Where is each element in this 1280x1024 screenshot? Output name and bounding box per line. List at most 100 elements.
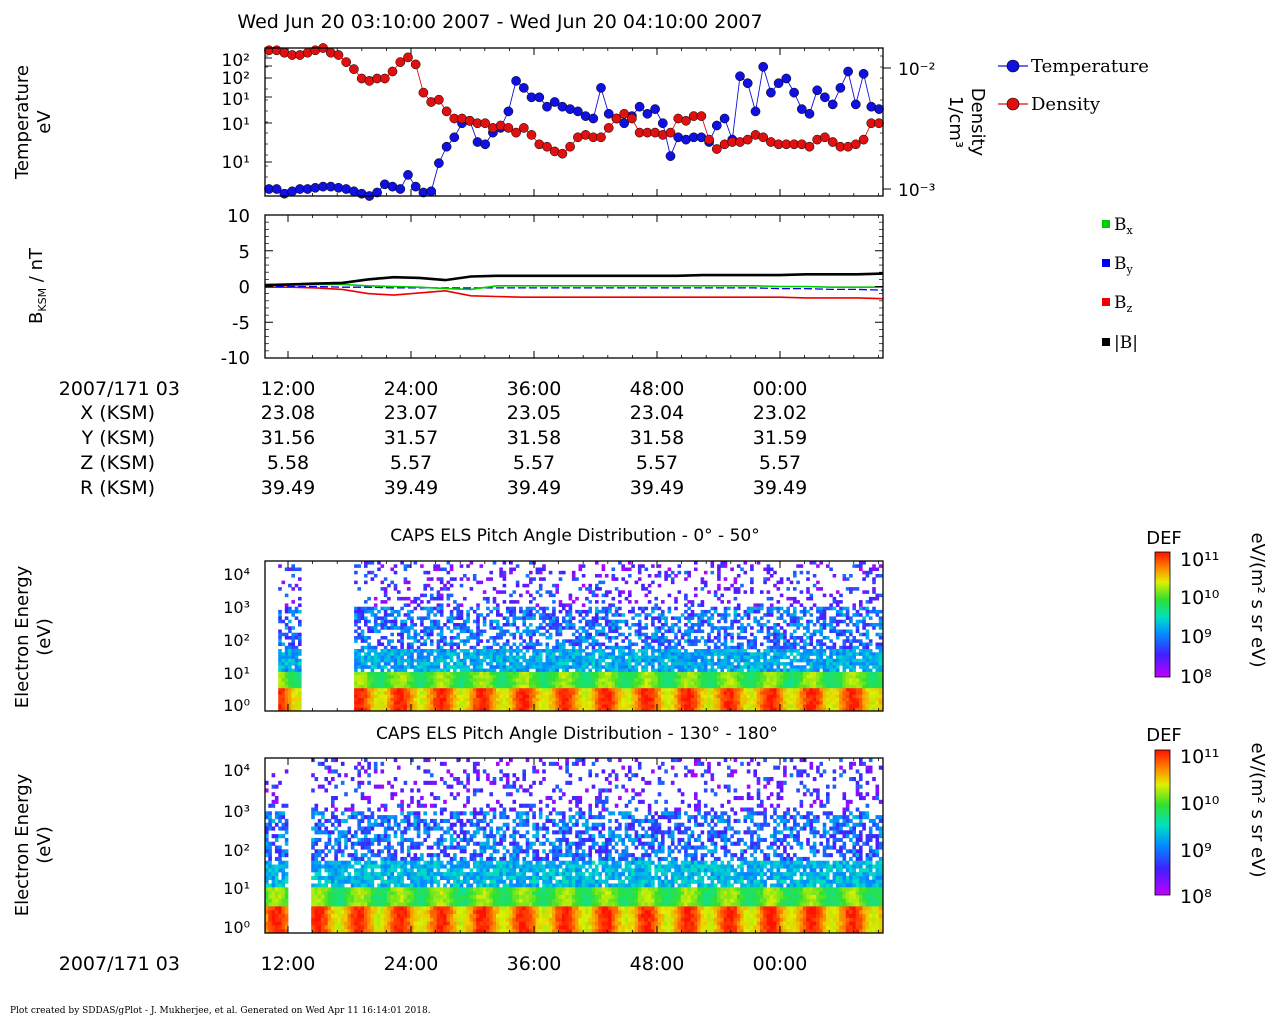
spectrogram-cell [806,590,810,594]
spectrogram-cell [723,658,728,663]
spectrogram-cell [397,626,401,630]
spectrogram-cell [601,609,606,614]
spectrogram-cell [773,668,777,673]
spectrogram-cell [677,688,682,692]
spectrogram-cell [789,668,794,673]
spectrogram-cell [568,694,573,699]
spectrogram-cell [370,665,375,669]
spectrogram-cell [529,636,533,640]
spectrogram-cell [809,649,814,653]
spectrogram-cell [746,639,751,643]
spectrogram-cell [354,707,358,712]
spectrogram-cell [548,691,553,695]
spectrogram-cell [496,606,500,611]
spectrogram-cell [532,596,536,601]
spectrogram-cell [839,681,843,686]
spectrogram-cell [423,639,427,643]
spectrogram-cell [294,645,299,650]
spectrogram-cell [502,645,507,650]
spectrogram-cell [631,616,635,620]
spectrogram-cell [377,561,381,565]
spectrogram-cell [519,691,523,695]
spectrogram-cell [760,701,764,705]
spectrogram-cell [707,658,711,663]
spectrogram-cell [839,698,843,702]
spectrogram-cell [769,609,774,614]
spectrogram-cell [740,707,744,712]
spectrogram-cell [400,658,404,663]
spectrogram-cell [552,649,556,653]
spectrogram-cell [519,704,523,709]
spectrogram-cell [496,636,500,640]
density-point [565,141,575,152]
spectrogram-cell [373,684,378,689]
spectrogram-cell [802,609,807,614]
spectrogram-cell [733,619,738,624]
spectrogram-cell [614,694,619,699]
spectrogram-cell [779,704,784,709]
spectrogram-cell [492,707,497,712]
spectrogram-cell [637,655,642,660]
spectrogram-cell [730,684,734,689]
spectrogram-cell [855,707,860,712]
spectrogram-cell [826,668,830,673]
spectrogram-cell [717,577,721,581]
spectrogram-cell [802,632,807,637]
spectrogram-cell [291,688,295,692]
spectrogram-cell [634,691,639,695]
spectrogram-cell [789,652,794,656]
spectrogram-cell [680,662,685,666]
spectrogram-cell [486,577,490,581]
spectrogram-cell [793,609,797,614]
spectrogram-cell [806,701,810,705]
spectrogram-cell [621,678,625,682]
spectrogram-cell [773,707,777,712]
spectrogram-cell [423,678,427,682]
spectrogram-cell [608,671,612,676]
spectrogram-cell [588,701,592,705]
spectrogram-cell [730,704,734,709]
spectrogram-cell [370,691,375,695]
spectrogram-cell [842,684,847,689]
spectrogram-cell [713,649,718,653]
spectrogram-cell [684,632,688,637]
spectrogram-cell [453,707,457,712]
spectrogram-cell [677,681,682,686]
spectrogram-cell [360,632,365,637]
spectrogram-cell [796,688,800,692]
spectrogram-cell [575,694,579,699]
spectrogram-cell [423,583,427,588]
spectrogram-cell [393,675,398,679]
spectrogram-cell [628,662,632,666]
ephemeris-date: 2007/171 03 [59,378,180,400]
spectrogram-cell [654,681,658,686]
spectrogram-cell [677,626,682,630]
spectrogram-cell [723,626,728,630]
spectrogram-cell [578,681,583,686]
spectrogram-cell [294,658,299,663]
spectrogram-cell [710,694,715,699]
spectrogram-cell [535,671,540,676]
spectrogram-cell [436,701,441,705]
spectrogram-cell [859,698,863,702]
spectrogram-cell [793,642,797,647]
spectrogram-cell [661,636,665,640]
spectrogram-cell [291,626,295,630]
spectrogram-cell [571,655,576,660]
spectrogram-cell [700,652,705,656]
spectrogram-cell [859,619,863,624]
spectrogram-cell [822,626,827,630]
spectrogram-cell [832,688,837,692]
spectrogram-cell [456,632,460,637]
spectrogram-cell [694,678,698,682]
spectrogram-cell [664,577,668,581]
spectrogram-cell [278,668,282,673]
spectrogram-cell [750,681,754,686]
spectrogram-cell [416,655,421,660]
spectrogram-cell [291,704,295,709]
spectrogram-cell [486,606,490,611]
spectrogram-cell [548,698,553,702]
spectrogram-cell [420,623,424,627]
ephemeris-cell: 23.05 [507,402,561,424]
spectrogram-cell [552,691,556,695]
